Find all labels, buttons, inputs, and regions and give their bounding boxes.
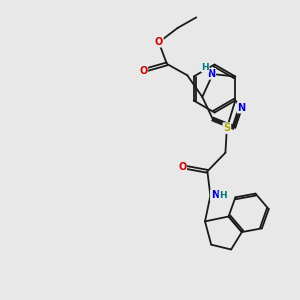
Text: N: N <box>207 69 215 79</box>
Text: O: O <box>155 37 163 47</box>
Text: S: S <box>223 123 230 133</box>
Text: O: O <box>178 162 186 172</box>
Text: H: H <box>219 191 227 200</box>
Text: O: O <box>139 65 147 76</box>
Text: N: N <box>238 103 246 113</box>
Text: H: H <box>202 63 209 72</box>
Text: N: N <box>211 190 219 200</box>
